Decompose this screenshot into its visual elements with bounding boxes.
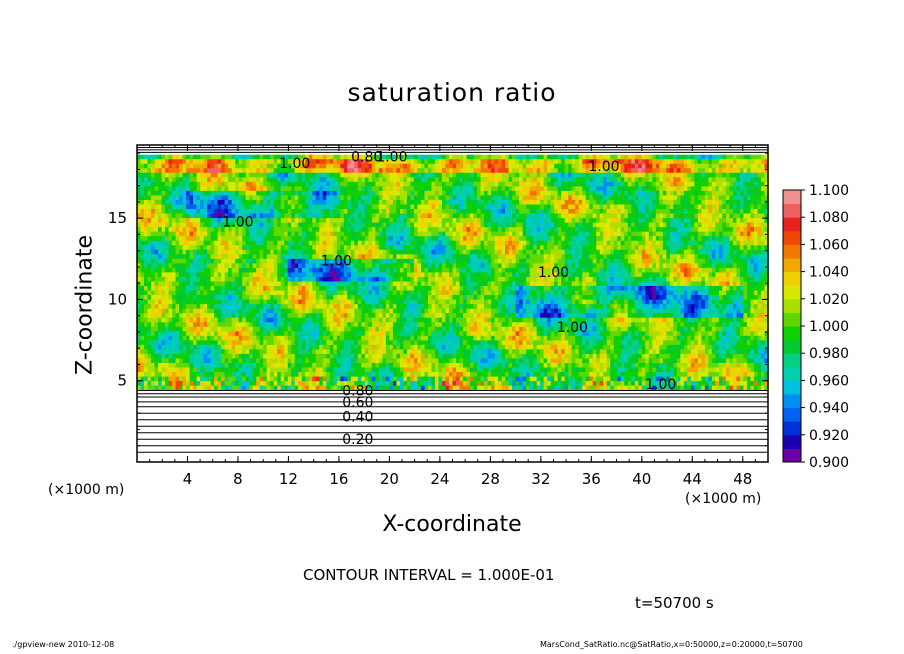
x-axis-label: X-coordinate (382, 512, 522, 537)
x-tick-label: 8 (233, 470, 243, 488)
colorbar-swatch (783, 366, 801, 381)
colorbar-tick-label: 1.000 (809, 319, 849, 335)
colorbar-swatch (783, 203, 801, 218)
contour-label: 0.80 (351, 149, 382, 165)
colorbar-tick-label: 1.020 (809, 292, 849, 308)
contour-label: 1.00 (376, 149, 407, 165)
colorbar-swatch (783, 312, 801, 327)
contour-label: 0.60 (342, 395, 373, 411)
colorbar-tick-label: 0.900 (809, 455, 849, 471)
x-tick-label: 16 (329, 470, 348, 488)
colorbar-swatch (783, 448, 801, 463)
x-tick-label: 44 (683, 470, 702, 488)
colorbar-swatch (783, 230, 801, 245)
time-label: t=50700 s (635, 594, 714, 612)
x-tick-label: 4 (183, 470, 193, 488)
colorbar-swatch (783, 380, 801, 395)
colorbar: 1.100 1.080 1.060 1.040 1.020 1.000 0.980 0.960… (782, 183, 849, 471)
colorbar-swatch (783, 298, 801, 313)
colorbar-swatch (783, 258, 801, 273)
z-tick-label: 5 (117, 372, 127, 390)
contour-lines (137, 146, 768, 453)
contour-interval-text: CONTOUR INTERVAL = 1.000E-01 (303, 566, 555, 584)
contour-label: 1.00 (538, 265, 569, 281)
colorbar-swatch (783, 217, 801, 232)
x-tick-label: 28 (481, 470, 500, 488)
colorbar-swatch (783, 285, 801, 300)
x-tick-label: 40 (632, 470, 651, 488)
colorbar-swatch (783, 421, 801, 436)
z-tick-label: 10 (108, 290, 127, 308)
footer-left: ./gpview-new 2010-12-08 (12, 640, 115, 649)
colorbar-swatch (783, 271, 801, 286)
colorbar-tick-label: 1.080 (809, 210, 849, 226)
footer-right: MarsCond_SatRatio.nc@SatRatio,x=0:50000,… (540, 640, 803, 649)
colorbar-swatch (783, 339, 801, 354)
colorbar-tick-label: 0.940 (809, 401, 849, 417)
contour-label: 0.20 (342, 432, 373, 448)
colorbar-swatch (783, 434, 801, 449)
colorbar-tick-label: 1.040 (809, 265, 849, 281)
contour-label: 0.40 (342, 409, 373, 425)
x-tick-label: 36 (582, 470, 601, 488)
colorbar-tick-label: 0.980 (809, 346, 849, 362)
colorbar-tick-label: 1.100 (809, 183, 849, 199)
chart-title: saturation ratio (347, 78, 557, 107)
z-unit-label: (×1000 m) (48, 482, 125, 498)
contour-label: 1.00 (588, 159, 619, 175)
colorbar-swatch (783, 190, 801, 205)
x-tick-label: 20 (380, 470, 399, 488)
x-unit-label: (×1000 m) (685, 491, 762, 507)
contour-label: 1.00 (321, 253, 352, 269)
x-tick-label: 12 (279, 470, 298, 488)
colorbar-tick-label: 1.060 (809, 237, 849, 253)
contour-label: 1.00 (557, 320, 588, 336)
colorbar-tick-label: 0.920 (809, 428, 849, 444)
x-tick-label: 32 (531, 470, 550, 488)
saturation-field (137, 145, 769, 463)
colorbar-swatch (783, 326, 801, 341)
colorbar-swatch (783, 244, 801, 259)
contour-label: 1.00 (222, 214, 253, 230)
z-tick-label: 15 (108, 209, 127, 227)
contour-label: 0.80 (342, 383, 373, 399)
x-tick-label: 48 (733, 470, 752, 488)
contour-label: 1.00 (279, 156, 310, 172)
colorbar-swatch (783, 353, 801, 368)
colorbar-swatch (783, 407, 801, 422)
x-tick-label: 24 (430, 470, 449, 488)
colorbar-swatch (783, 394, 801, 409)
contour-label: 1.00 (645, 377, 676, 393)
colorbar-tick-label: 0.960 (809, 373, 849, 389)
